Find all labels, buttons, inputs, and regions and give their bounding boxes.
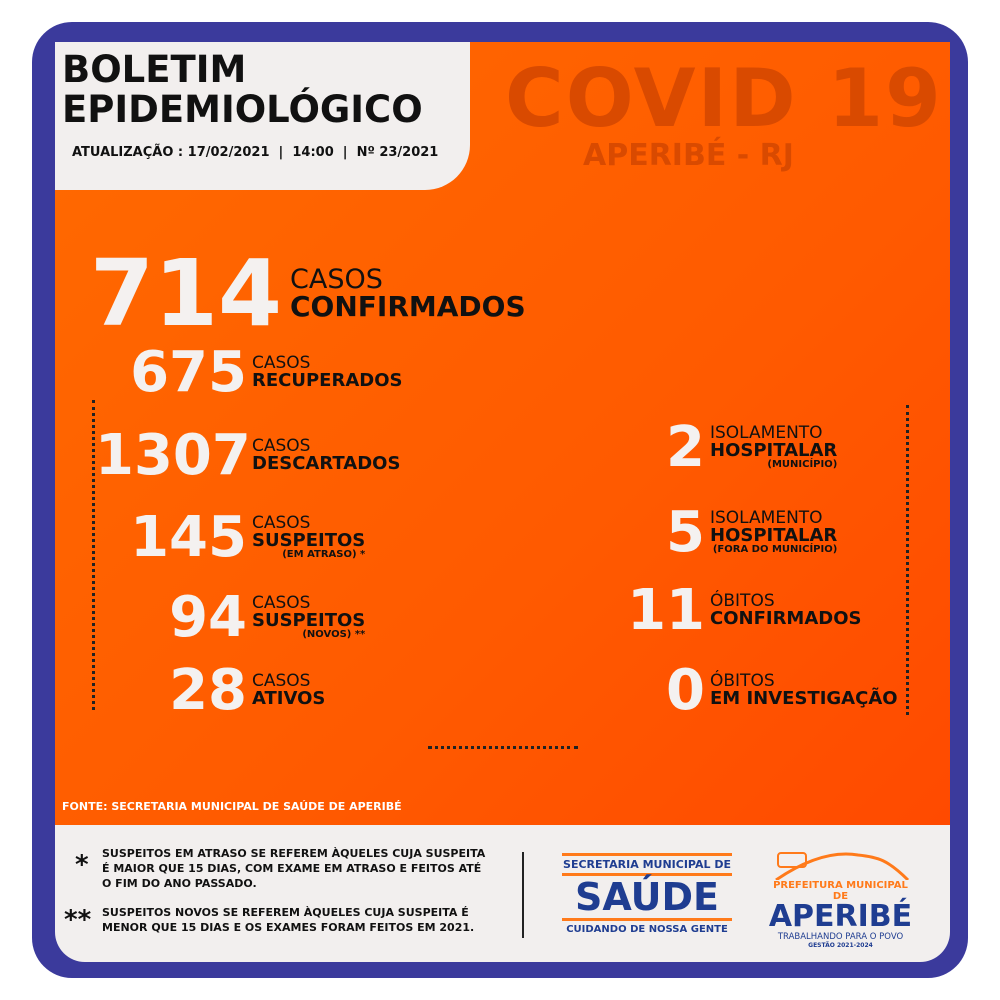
footnote-text: SUSPEITOS EM ATRASO SE REFEREM ÀQUELES C… <box>102 847 486 890</box>
location: APERIBÉ - RJ <box>583 138 794 173</box>
dotted-divider-right <box>906 405 909 715</box>
source: FONTE: SECRETARIA MUNICIPAL DE SAÚDE DE … <box>62 800 402 813</box>
dotted-divider-left <box>92 400 95 710</box>
stat-confirmed: 714 CASOS CONFIRMADOS <box>90 240 526 347</box>
footer-panel <box>55 825 950 962</box>
update-info: ATUALIZAÇÃO : 17/02/2021 | 14:00 | Nº 23… <box>72 145 439 160</box>
stat-deaths: 11 ÓBITOS CONFIRMADOS <box>627 578 862 643</box>
covid-banner: COVID 19 <box>505 52 943 145</box>
stat-discarded: 1307 CASOS DESCARTADOS <box>95 423 401 488</box>
stat-hospital-local: 2 ISOLAMENTO HOSPITALAR (MUNICÍPIO) <box>666 415 838 480</box>
title-box <box>55 42 470 190</box>
page-title: BOLETIM EPIDEMIOLÓGICO <box>62 48 423 131</box>
stat-deaths-investigation: 0 ÓBITOS EM INVESTIGAÇÃO <box>666 658 898 723</box>
stat-suspect-new: 94 CASOS SUSPEITOS (NOVOS) ** <box>169 585 366 650</box>
stat-recovered: 675 CASOS RECUPERADOS <box>130 340 403 405</box>
stat-suspect-late: 145 CASOS SUSPEITOS (EM ATRASO) * <box>130 505 366 570</box>
saude-logo: SECRETARIA MUNICIPAL DE SAÚDE CUIDANDO D… <box>562 853 732 935</box>
stat-hospital-outside: 5 ISOLAMENTO HOSPITALAR (FORA DO MUNICÍPIO… <box>666 500 838 565</box>
prefeitura-logo: PREFEITURA MUNICIPAL DE APERIBÉ TRABALHA… <box>768 845 913 949</box>
handshake-hill-icon <box>775 852 910 880</box>
footnote-mark: * <box>75 850 89 880</box>
stat-active: 28 CASOS ATIVOS <box>169 658 326 723</box>
footnote-mark: ** <box>64 905 92 935</box>
dotted-divider-bottom <box>428 746 578 749</box>
footnote-text: SUSPEITOS NOVOS SE REFEREM ÀQUELES CUJA … <box>102 906 475 934</box>
separator <box>522 852 524 938</box>
